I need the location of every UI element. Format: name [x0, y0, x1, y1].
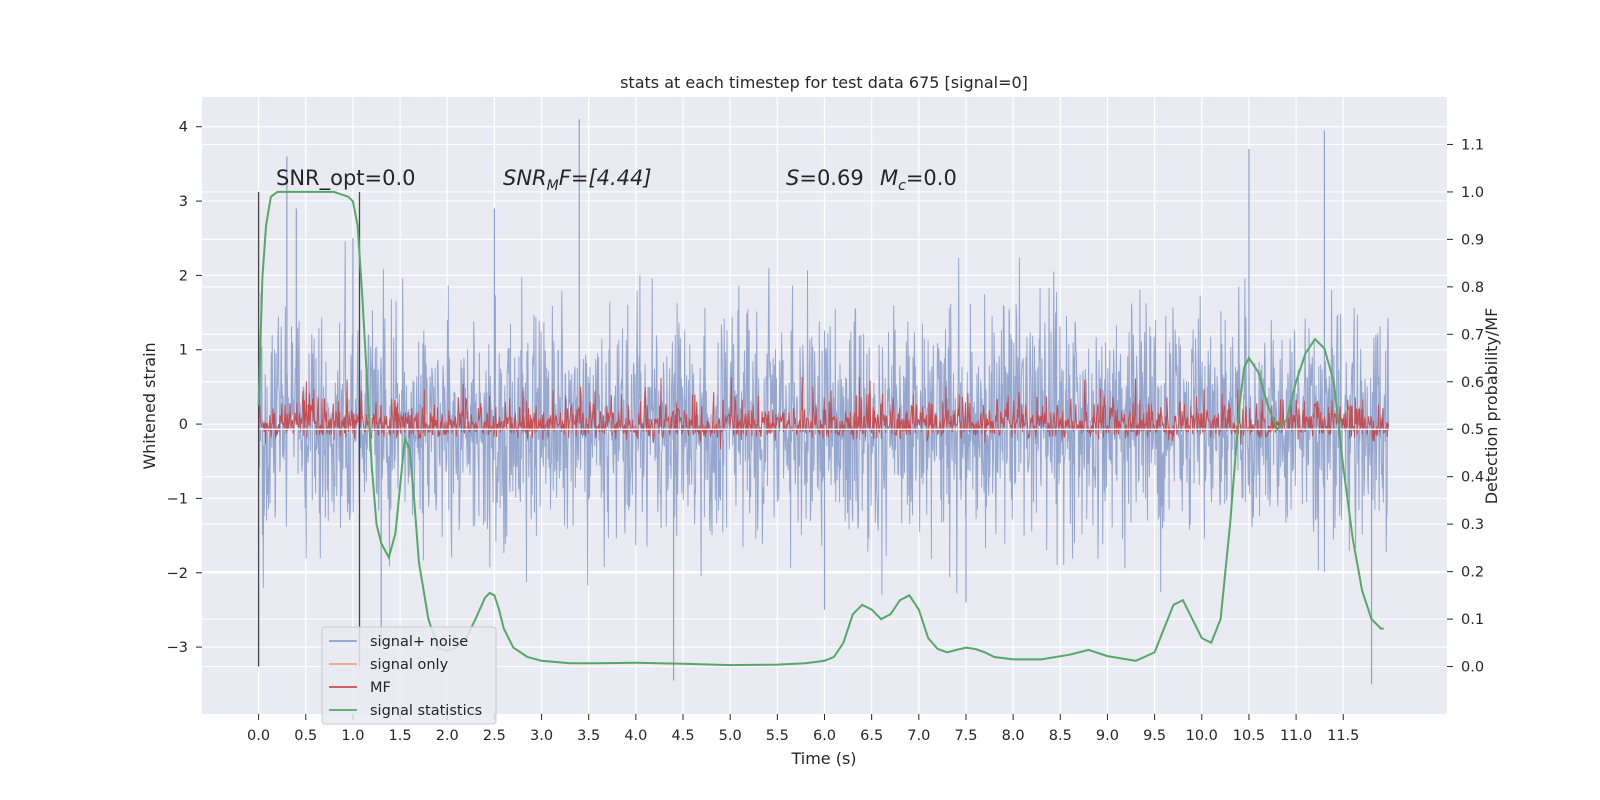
y-axis-left: −3 −2 −1 0 1 2 3 4: [167, 120, 202, 656]
x-tick-label: 10.0: [1186, 728, 1218, 744]
x-tick-label: 0.5: [294, 728, 317, 744]
y2-tick-label: 0.0: [1461, 660, 1484, 676]
x-tick-label: 7.0: [907, 728, 930, 744]
data-marks: [257, 119, 1389, 685]
annotation-s-label: S: [786, 166, 799, 190]
y2-tick-label: 0.9: [1461, 232, 1484, 248]
y2-tick-label: 0.4: [1461, 470, 1484, 486]
x-tick-label: 5.5: [766, 728, 789, 744]
x-tick-label: 11.0: [1280, 728, 1312, 744]
y2-tick-label: 0.2: [1461, 565, 1484, 581]
y-tick-label: 2: [179, 268, 188, 284]
y-tick-label: −2: [167, 566, 188, 582]
x-tick-label: 10.5: [1233, 728, 1265, 744]
x-tick-label: 3.0: [530, 728, 553, 744]
x-tick-label: 2.0: [436, 728, 459, 744]
x-tick-label: 6.5: [860, 728, 883, 744]
legend-label-signal-noise: signal+ noise: [370, 634, 468, 650]
y-tick-label: 3: [179, 194, 188, 210]
x-tick-label: 5.0: [719, 728, 742, 744]
y2-axis-label: Detection probability/MF: [1482, 308, 1501, 505]
legend-label-signal-only: signal only: [370, 657, 449, 673]
x-axis-label: Time (s): [790, 749, 856, 768]
legend-item-mf: MF: [329, 680, 391, 696]
legend-item-signal-noise: signal+ noise: [329, 634, 468, 650]
y2-tick-label: 0.1: [1461, 612, 1484, 628]
x-tick-label: 2.5: [483, 728, 506, 744]
x-tick-label: 9.5: [1143, 728, 1166, 744]
chart-title: stats at each timestep for test data 675…: [620, 73, 1028, 92]
annotation-mc-value: =0.0: [906, 166, 957, 190]
series-mf: [258, 376, 1389, 450]
annotation-snr-mf: SNRMF=[4.44]: [503, 166, 652, 194]
x-tick-label: 6.0: [813, 728, 836, 744]
annotation-mc-main: M: [880, 166, 898, 190]
x-tick-label: 1.0: [341, 728, 364, 744]
x-tick-label: 7.5: [954, 728, 977, 744]
y2-tick-label: 0.3: [1461, 517, 1484, 533]
y-tick-label: 4: [179, 120, 188, 136]
legend: signal+ noise signal only MF signal stat…: [321, 626, 497, 725]
annotation-s-value: =0.69: [799, 166, 863, 190]
series-signal-noise: [258, 241, 1389, 596]
legend-label-mf: MF: [370, 680, 391, 696]
annotation-snr-mf-sub: M: [547, 178, 559, 194]
y-tick-label: −1: [167, 491, 188, 507]
y-tick-label: −3: [167, 640, 188, 656]
annotation-snr-opt: SNR_opt=0.0: [276, 166, 416, 191]
annotation-s: S=0.69: [786, 166, 864, 190]
legend-box: [321, 626, 497, 725]
annotation-snr-mf-main: SNR: [503, 166, 547, 190]
y-axis-label: Whitened strain: [140, 342, 159, 469]
x-tick-label: 8.0: [1002, 728, 1025, 744]
x-tick-label: 8.5: [1049, 728, 1072, 744]
x-tick-label: 3.5: [577, 728, 600, 744]
legend-item-signal-statistics: signal statistics: [329, 703, 482, 719]
x-tick-label: 0.0: [247, 728, 270, 744]
y2-tick-label: 1.0: [1461, 185, 1484, 201]
y-tick-label: 1: [179, 343, 188, 359]
y-tick-label: 0: [179, 417, 188, 433]
x-axis: 0.0 0.5 1.0 1.5 2.0 2.5 3.0 3.5 4.0 4.5 5.0 5.5 6.0 6…: [247, 714, 1359, 744]
y2-tick-label: 0.6: [1461, 375, 1484, 391]
y-axis-right: 0.0 0.1 0.2 0.3 0.4 0.5 0.6 0.7 0.8 0.9 1.0 1.1: [1447, 137, 1484, 676]
y2-tick-label: 0.7: [1461, 327, 1484, 343]
x-tick-label: 4.0: [624, 728, 647, 744]
y2-tick-label: 0.8: [1461, 280, 1484, 296]
y2-tick-label: 1.1: [1461, 137, 1484, 153]
x-tick-label: 11.5: [1327, 728, 1359, 744]
annotation-mc-sub: c: [898, 178, 906, 194]
y2-tick-label: 0.5: [1461, 422, 1484, 438]
legend-item-signal-only: signal only: [329, 657, 449, 673]
annotation-mc: Mc=0.0: [880, 166, 957, 194]
x-tick-label: 9.0: [1096, 728, 1119, 744]
legend-label-signal-statistics: signal statistics: [370, 703, 482, 719]
x-tick-label: 1.5: [389, 728, 412, 744]
x-tick-label: 4.5: [671, 728, 694, 744]
series-signal-statistics: [257, 190, 1384, 667]
annotation-snr-mf-value: F=[4.44]: [559, 166, 652, 190]
